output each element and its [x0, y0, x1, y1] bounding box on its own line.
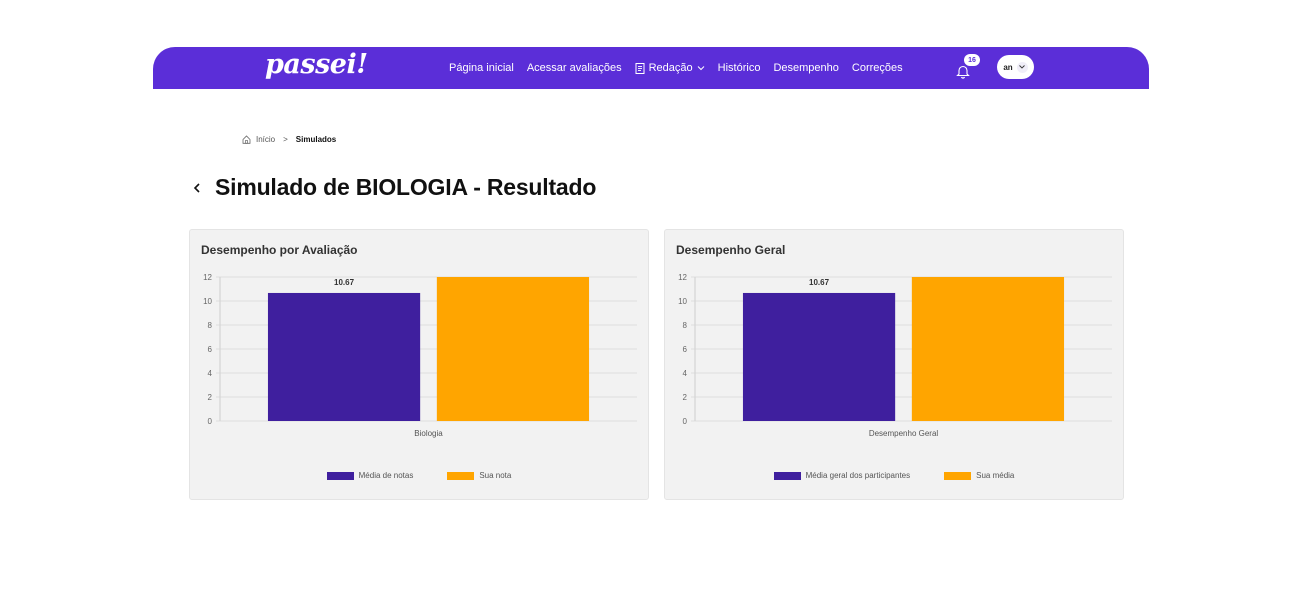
- y-tick-label: 10: [678, 297, 687, 306]
- chart-title: Desempenho por Avaliação: [201, 243, 358, 257]
- legend-label: Sua média: [976, 471, 1015, 480]
- y-tick-label: 6: [208, 345, 213, 354]
- y-tick-label: 2: [208, 393, 213, 402]
- y-tick-label: 2: [683, 393, 688, 402]
- y-tick-label: 0: [683, 417, 688, 426]
- y-tick-label: 12: [678, 273, 687, 282]
- chart-legend: Média geral dos participantes Sua média: [665, 471, 1123, 480]
- legend-swatch: [326, 471, 354, 480]
- notifications-badge: 16: [964, 54, 980, 66]
- chevron-left-icon[interactable]: [191, 181, 203, 195]
- legend-item[interactable]: Sua nota: [447, 471, 511, 480]
- legend-item[interactable]: Média geral dos participantes: [773, 471, 911, 480]
- y-tick-label: 8: [208, 321, 213, 330]
- document-icon: [635, 62, 645, 74]
- nav-history[interactable]: Histórico: [717, 62, 761, 74]
- chevron-down-icon: [697, 66, 705, 71]
- nav-redacao-label: Redação: [648, 62, 693, 74]
- notifications-button[interactable]: 16: [956, 54, 980, 80]
- legend-swatch: [447, 471, 475, 480]
- legend-item[interactable]: Sua média: [944, 471, 1014, 480]
- y-tick-label: 6: [683, 345, 688, 354]
- home-icon: [242, 135, 251, 144]
- breadcrumb-home[interactable]: Início: [256, 135, 276, 144]
- y-tick-label: 12: [203, 273, 212, 282]
- data-label: 10.67: [809, 278, 830, 287]
- nav-redacao[interactable]: Redação: [635, 62, 705, 74]
- breadcrumb: Início > Simulados: [242, 135, 336, 144]
- chevron-down-icon: [1016, 61, 1028, 73]
- nav-corrections[interactable]: Correções: [851, 62, 903, 74]
- user-menu[interactable]: an: [997, 55, 1034, 79]
- nav-home[interactable]: Página inicial: [449, 62, 514, 74]
- legend-swatch: [773, 471, 801, 480]
- nav-access-assessments[interactable]: Acessar avaliações: [526, 62, 622, 74]
- chart-card-overall: Desempenho Geral 0 2 4 6 8 10 12 10.67 Desempenh…: [664, 229, 1124, 500]
- page-title: Simulado de BIOLOGIA - Resultado: [215, 174, 597, 200]
- y-tick-label: 8: [683, 321, 688, 330]
- legend-label: Média geral dos participantes: [805, 471, 911, 480]
- legend-label: Média de notas: [358, 471, 414, 480]
- y-tick-label: 10: [203, 297, 212, 306]
- legend-label: Sua nota: [479, 471, 512, 480]
- y-tick-label: 4: [683, 369, 688, 378]
- bar: [267, 292, 421, 421]
- nav-performance[interactable]: Desempenho: [773, 62, 839, 74]
- bar: [436, 277, 590, 421]
- data-label: 10.67: [334, 278, 355, 287]
- top-navbar: passei! Página inicial Acessar avaliaçõe…: [153, 47, 1149, 89]
- breadcrumb-separator: >: [283, 135, 288, 144]
- chart-legend: Média de notas Sua nota: [190, 471, 648, 480]
- legend-item[interactable]: Média de notas: [326, 471, 414, 480]
- legend-swatch: [944, 471, 972, 480]
- chart-card-evaluation: Desempenho por Avaliação 0 2 4 6 8 10 12 10.67 B…: [189, 229, 649, 500]
- y-tick-label: 0: [208, 417, 213, 426]
- chart-title: Desempenho Geral: [676, 243, 786, 257]
- breadcrumb-current: Simulados: [295, 135, 337, 144]
- x-tick-label: Desempenho Geral: [869, 429, 939, 438]
- user-initials: an: [1003, 62, 1013, 72]
- bar-chart: 0 2 4 6 8 10 12 10.67 Desempenho Geral: [678, 273, 1112, 438]
- page-header: Simulado de BIOLOGIA - Resultado: [191, 174, 596, 201]
- bar: [742, 292, 896, 421]
- y-tick-label: 4: [208, 369, 213, 378]
- bar: [911, 277, 1065, 421]
- bar-chart: 0 2 4 6 8 10 12 10.67 Biologia: [203, 273, 637, 438]
- x-tick-label: Biologia: [414, 429, 443, 438]
- bell-icon: [956, 65, 970, 79]
- nav-links: Página inicial Acessar avaliações Redaçã…: [449, 47, 903, 89]
- app-logo[interactable]: passei!: [265, 49, 368, 80]
